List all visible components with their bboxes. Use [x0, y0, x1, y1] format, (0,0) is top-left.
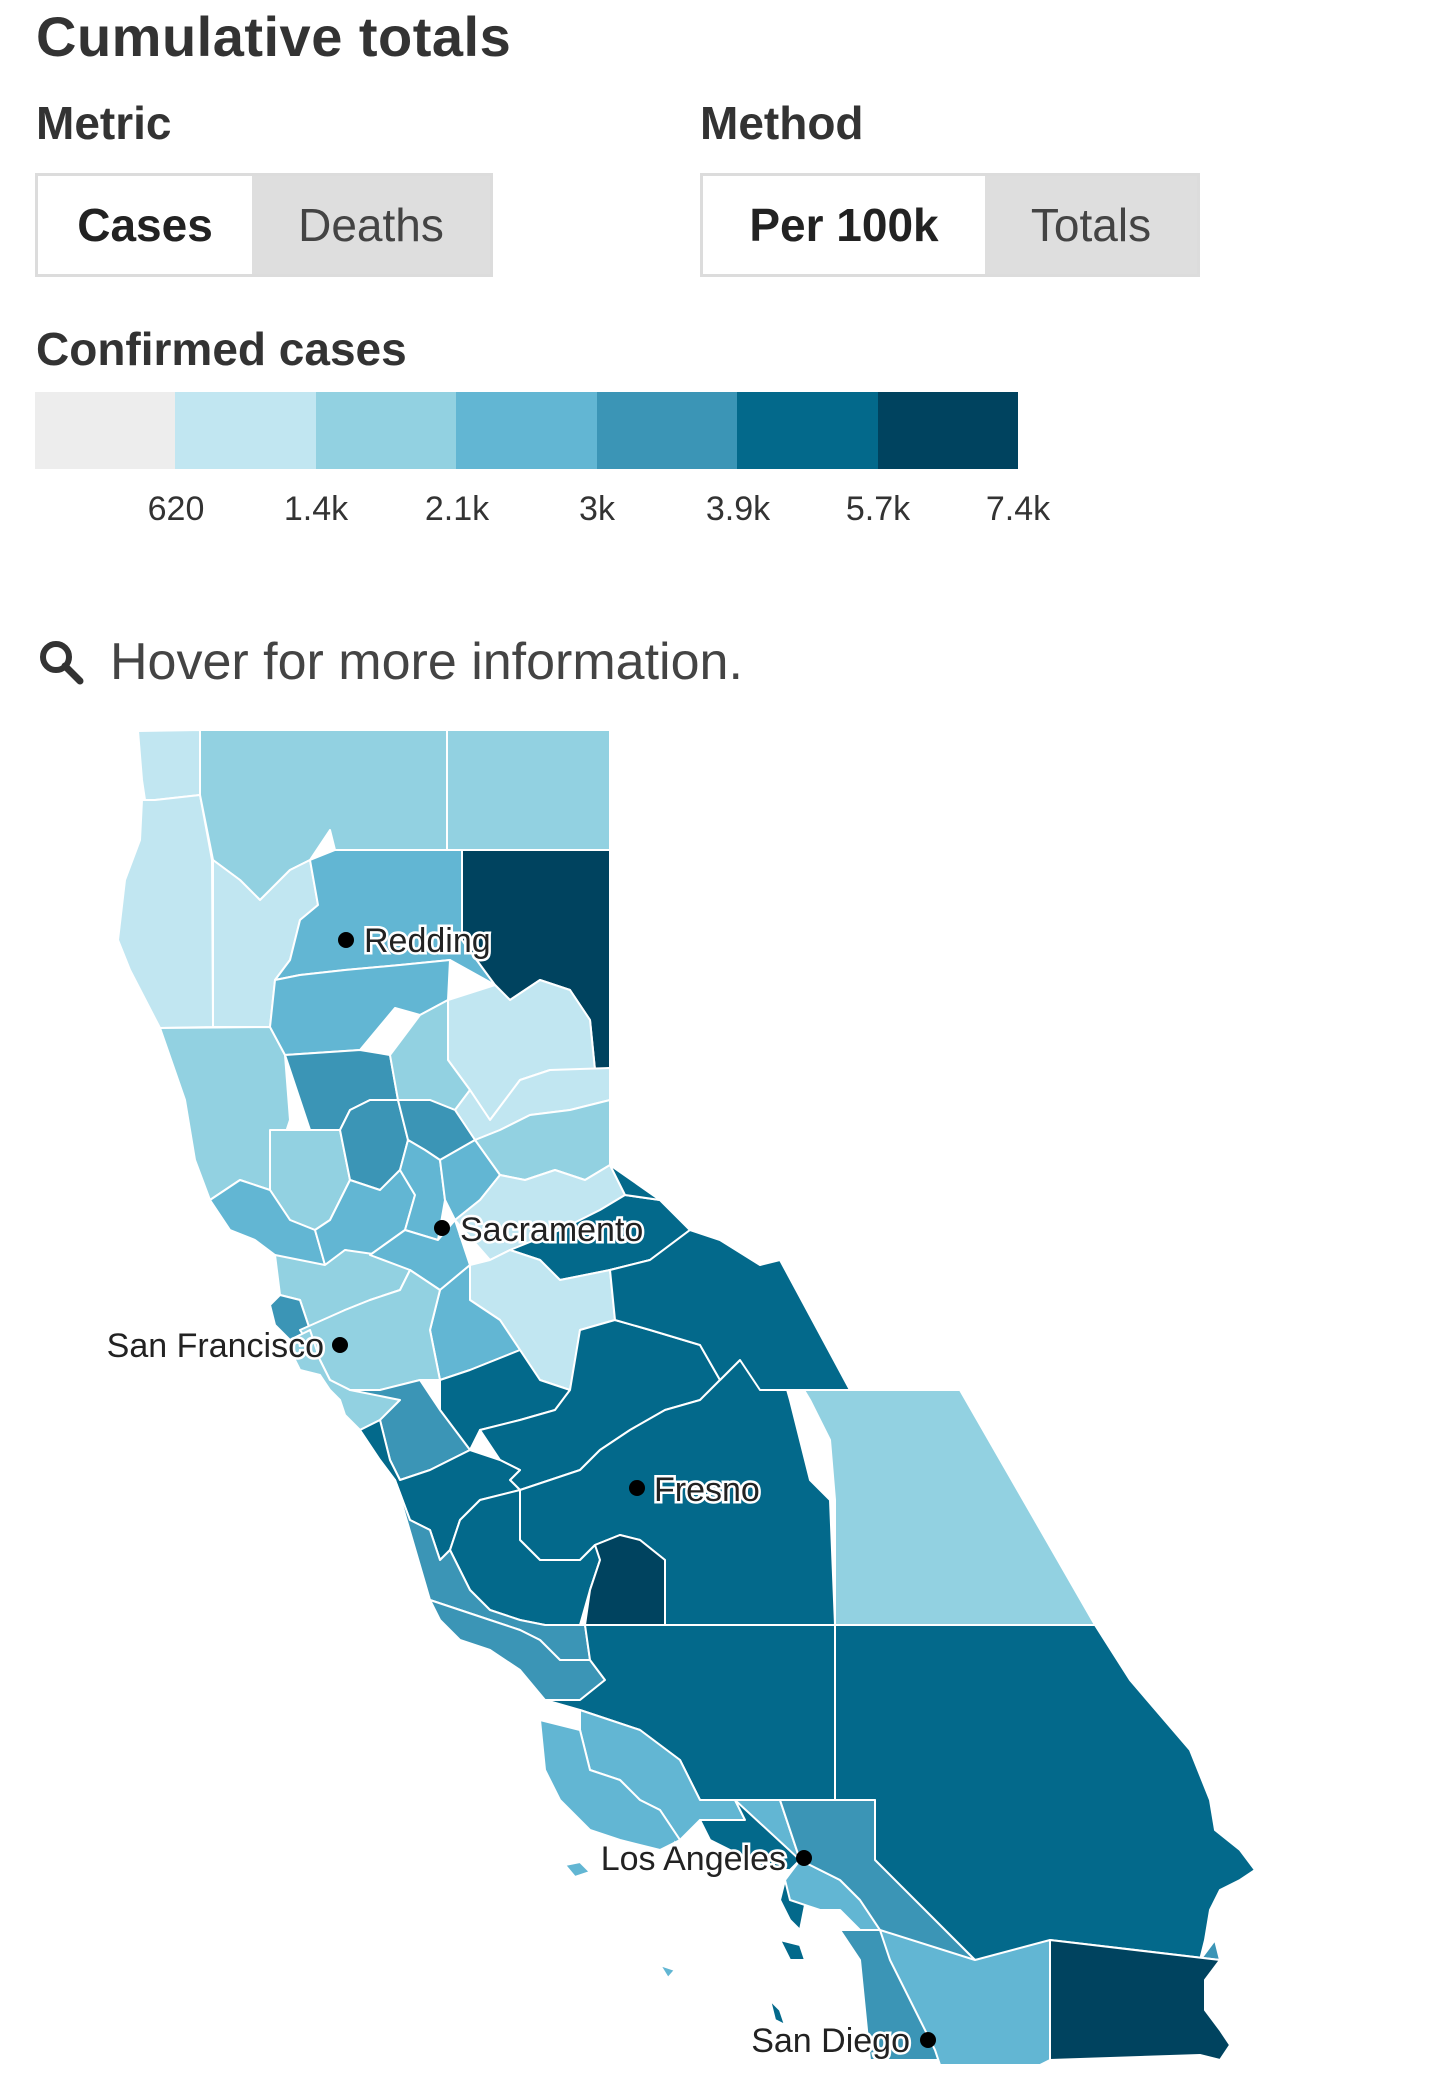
county-region[interactable]	[117, 794, 214, 1029]
method-label: Method	[700, 97, 864, 149]
city-label-san-diego: San Diego	[751, 2022, 910, 2060]
legend-swatch	[737, 392, 878, 469]
city-dot-san-diego	[920, 2032, 936, 2048]
county-region[interactable]	[1049, 1939, 1231, 2061]
island	[659, 1964, 676, 1979]
legend-swatch	[596, 392, 738, 469]
legend-title: Confirmed cases	[36, 323, 407, 375]
search-icon	[40, 641, 84, 685]
island	[779, 1939, 806, 1961]
city-label-los-angeles: Los Angeles	[601, 1840, 786, 1878]
city-dot-los-angeles	[796, 1850, 812, 1866]
legend-tick: 1.4k	[283, 490, 349, 528]
city-label-redding: Redding	[364, 922, 491, 960]
method-per100k-button[interactable]: Per 100k	[703, 176, 985, 274]
island	[769, 1999, 786, 2026]
method-totals-button[interactable]: Totals	[985, 176, 1197, 274]
legend-tick: 7.4k	[985, 490, 1051, 528]
metric-cases-button[interactable]: Cases	[38, 176, 252, 274]
metric-toggle: Cases Deaths	[35, 173, 493, 277]
city-label-sacramento: Sacramento	[460, 1211, 643, 1249]
legend-tick: 620	[147, 490, 205, 528]
county-region[interactable]	[446, 729, 611, 851]
method-toggle: Per 100k Totals	[700, 173, 1200, 277]
city-label-fresno: Fresno	[654, 1471, 760, 1509]
legend-swatch	[175, 392, 316, 469]
county-region[interactable]	[609, 1164, 851, 1391]
county-region[interactable]	[879, 1929, 1051, 2066]
city-markers: Redding Sacramento San Francisco Fresno …	[104, 920, 936, 2063]
hover-hint-text: Hover for more information.	[110, 633, 743, 691]
legend-tick: 3.9k	[705, 490, 771, 528]
city-dot-redding	[338, 932, 354, 948]
color-legend	[35, 392, 1018, 469]
legend-swatch	[35, 392, 176, 469]
legend-swatch	[877, 392, 1018, 469]
hover-hint: Hover for more information.	[38, 632, 743, 692]
city-label-san-francisco: San Francisco	[107, 1327, 324, 1365]
page-title: Cumulative totals	[36, 5, 512, 68]
city-dot-fresno	[629, 1480, 645, 1496]
metric-label: Metric	[36, 97, 172, 149]
county-region[interactable]	[539, 1719, 681, 1851]
metric-deaths-button[interactable]: Deaths	[252, 176, 490, 274]
legend-tick: 3k	[579, 490, 615, 528]
island	[564, 1861, 591, 1878]
legend-swatch	[456, 392, 597, 469]
legend-tick: 5.7k	[845, 490, 911, 528]
city-dot-sacramento	[434, 1220, 450, 1236]
legend-tick: 2.1k	[424, 490, 490, 528]
legend-swatch	[315, 392, 457, 469]
city-dot-san-francisco	[332, 1337, 348, 1353]
